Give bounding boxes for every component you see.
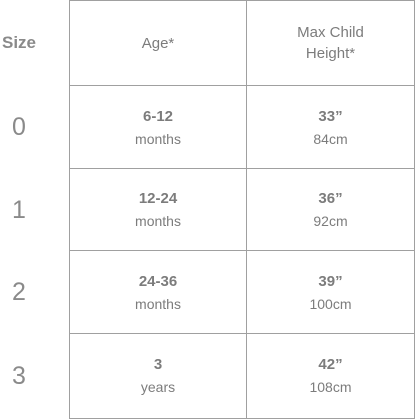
age-cell: 6-12 months (70, 86, 246, 169)
size-label-2: 2 (12, 278, 26, 306)
size-column: Size 0 1 2 3 (0, 0, 69, 420)
table-row: 6-12 months 33” 84cm (70, 85, 414, 169)
size-chart-table: Age* Max Child Height* 6-12 months 33” 8… (69, 0, 415, 419)
header-row: Age* Max Child Height* (70, 0, 414, 86)
height-cm: 100cm (309, 295, 352, 312)
table-top-border (69, 0, 415, 1)
height-inches: 33” (318, 107, 343, 125)
height-inches: 42” (318, 356, 343, 373)
height-inches: 36” (318, 190, 343, 207)
size-label-0: 0 (12, 113, 26, 141)
age-unit: months (135, 213, 181, 229)
height-cm: 108cm (309, 379, 352, 395)
table-row: 12-24 months 36” 92cm (70, 168, 414, 251)
age-unit: months (135, 130, 181, 147)
height-cm: 92cm (313, 213, 348, 229)
height-cell: 36” 92cm (246, 169, 414, 251)
age-unit: years (140, 379, 176, 395)
age-value: 6-12 (142, 107, 174, 125)
height-cell: 33” 84cm (246, 86, 414, 169)
table-row: 3 years 42” 108cm (70, 333, 414, 418)
age-cell: 3 years (70, 334, 246, 418)
age-cell: 24-36 months (70, 251, 246, 334)
height-cell: 42” 108cm (246, 334, 414, 418)
table-row: 24-36 months 39” 100cm (70, 250, 414, 334)
age-header: Age* (141, 34, 175, 52)
height-header-line1: Max Child (297, 24, 364, 41)
age-value: 12-24 (138, 190, 178, 207)
age-header-cell: Age* (70, 0, 246, 86)
height-header-cell: Max Child Height* (246, 0, 414, 86)
age-cell: 12-24 months (70, 169, 246, 251)
size-header: Size (1, 33, 37, 52)
height-cm: 84cm (313, 130, 348, 147)
age-unit: months (135, 295, 181, 312)
size-label-1: 1 (12, 195, 26, 224)
height-cell: 39” 100cm (246, 251, 414, 334)
age-value: 24-36 (138, 272, 178, 290)
height-inches: 39” (318, 272, 343, 290)
age-value: 3 (153, 356, 163, 373)
height-header-line2: Height* (305, 45, 356, 62)
size-label-3: 3 (12, 362, 26, 390)
